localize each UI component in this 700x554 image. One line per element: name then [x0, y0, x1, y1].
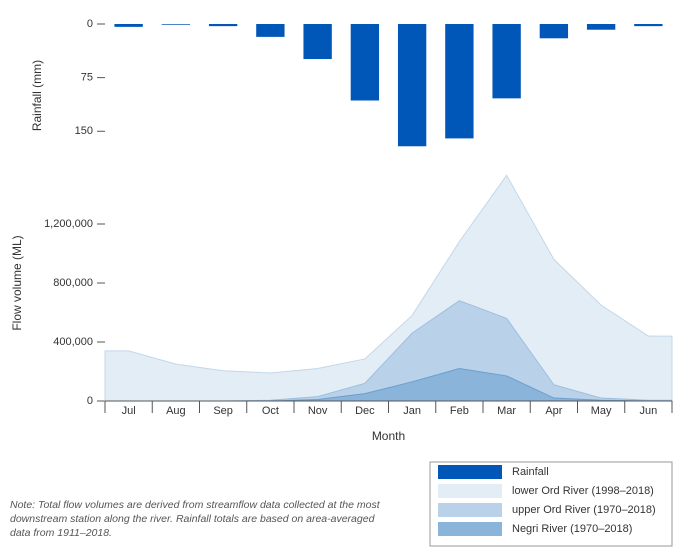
y-tick-label: 150: [75, 125, 93, 137]
x-tick-label: Apr: [545, 405, 562, 417]
bar: [397, 24, 427, 147]
x-tick-label: Aug: [166, 405, 186, 417]
legend-swatch: [438, 484, 502, 498]
bar: [350, 24, 380, 101]
x-tick-label: Jun: [640, 405, 658, 417]
y-tick-label: 800,000: [53, 277, 93, 289]
bar: [539, 24, 569, 39]
bar: [303, 24, 332, 60]
legend-label: Negri River (1970–2018): [512, 523, 632, 535]
y-tick-label: 0: [87, 395, 93, 407]
legend-label: lower Ord River (1998–2018): [512, 485, 654, 497]
bar: [208, 24, 238, 27]
y-tick-label: 400,000: [53, 336, 93, 348]
area: [104, 174, 673, 402]
legend-label: Rainfall: [512, 466, 549, 478]
bar: [161, 24, 191, 25]
legend-swatch: [438, 522, 502, 536]
legend-label: upper Ord River (1970–2018): [512, 504, 656, 516]
y-axis-label: Flow volume (ML): [10, 235, 24, 330]
x-tick-label: Jan: [403, 405, 421, 417]
x-tick-label: Oct: [262, 405, 279, 417]
note: Note: Total flow volumes are derived fro…: [10, 499, 380, 539]
bar: [586, 24, 616, 30]
x-tick-label: Sep: [213, 405, 233, 417]
y-tick-label: 0: [87, 18, 93, 30]
bar: [492, 24, 521, 99]
x-tick-label: Jul: [122, 405, 136, 417]
x-axis-label: Month: [372, 429, 405, 443]
bar: [445, 24, 474, 139]
x-tick-label: Feb: [450, 405, 469, 417]
x-tick-label: Nov: [308, 405, 328, 417]
x-tick-label: May: [591, 405, 612, 417]
bar: [634, 24, 663, 27]
bar: [114, 24, 143, 27]
y-tick-label: 1,200,000: [44, 218, 93, 230]
legend-swatch: [438, 503, 502, 517]
y-tick-label: 75: [81, 72, 93, 84]
x-tick-label: Dec: [355, 405, 375, 417]
bar: [256, 24, 285, 37]
x-tick-label: Mar: [497, 405, 516, 417]
y-axis-label: Rainfall (mm): [30, 60, 44, 131]
legend-swatch: [438, 465, 502, 479]
